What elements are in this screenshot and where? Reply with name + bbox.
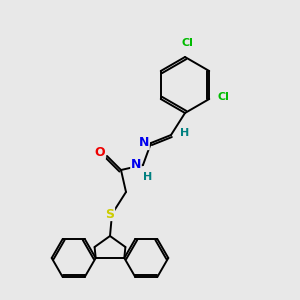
Text: N: N: [131, 158, 141, 172]
Text: Cl: Cl: [217, 92, 229, 102]
Text: N: N: [139, 136, 149, 149]
Text: H: H: [180, 128, 190, 138]
Text: Cl: Cl: [181, 38, 193, 48]
Text: H: H: [143, 172, 153, 182]
Text: S: S: [106, 208, 115, 220]
Text: O: O: [95, 146, 105, 158]
